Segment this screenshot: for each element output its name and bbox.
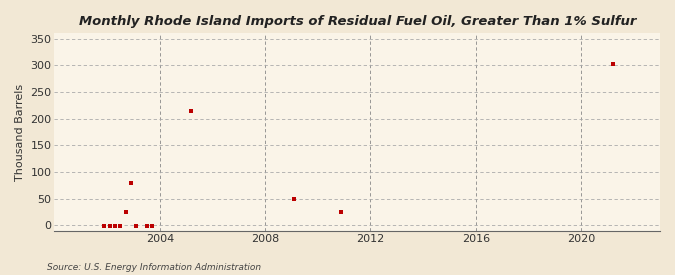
Text: Source: U.S. Energy Information Administration: Source: U.S. Energy Information Administ… [47, 263, 261, 272]
Point [608, 62, 618, 67]
Point [99, 224, 110, 229]
Y-axis label: Thousand Barrels: Thousand Barrels [15, 84, 25, 181]
Point [336, 210, 347, 214]
Point [131, 224, 142, 229]
Point [115, 224, 126, 229]
Point [120, 210, 131, 214]
Point [289, 197, 300, 201]
Title: Monthly Rhode Island Imports of Residual Fuel Oil, Greater Than 1% Sulfur: Monthly Rhode Island Imports of Residual… [78, 15, 636, 28]
Point [109, 224, 120, 229]
Point [186, 109, 197, 113]
Point [105, 224, 115, 229]
Point [141, 224, 152, 229]
Point [126, 180, 136, 185]
Point [146, 224, 157, 229]
